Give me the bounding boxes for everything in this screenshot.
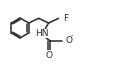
Text: O: O — [46, 51, 53, 60]
Text: F: F — [64, 14, 69, 23]
Text: O: O — [65, 36, 72, 45]
Text: HN: HN — [35, 29, 49, 38]
